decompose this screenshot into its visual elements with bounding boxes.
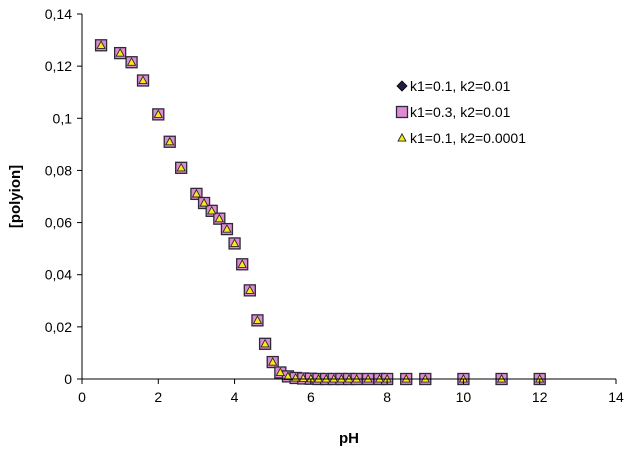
triangle-point: [165, 136, 175, 146]
legend-marker-diamond: [396, 80, 408, 92]
triangle-point: [199, 197, 209, 207]
x-tick-label: 14: [608, 389, 624, 405]
y-tick-label: 0,02: [45, 319, 72, 335]
y-tick-label: 0,14: [45, 6, 72, 22]
triangle-point: [138, 75, 148, 85]
triangle-point: [191, 188, 202, 198]
triangle-point: [313, 373, 324, 383]
triangle-point: [268, 356, 278, 366]
legend-item: k1=0.1, k2=0.0001: [397, 130, 526, 146]
triangle-point: [363, 373, 373, 383]
x-axis-title: pH: [339, 430, 359, 447]
triangle-point: [237, 259, 247, 268]
x-tick-label: 6: [307, 389, 315, 405]
legend-label: k1=0.1, k2=0.01: [410, 78, 511, 94]
x-tick-label: 2: [154, 389, 162, 405]
y-tick-label: 0,08: [45, 162, 72, 178]
y-tick-label: 0,06: [45, 215, 72, 231]
x-tick-label: 0: [78, 389, 86, 405]
y-tick-label: 0,04: [45, 267, 72, 283]
y-tick-label: 0,12: [45, 58, 72, 74]
legend-marker-square: [395, 105, 409, 119]
legend-item: k1=0.3, k2=0.01: [395, 104, 511, 120]
triangle-point: [298, 373, 308, 383]
y-axis-title: [polyion]: [7, 165, 24, 228]
legend-item: k1=0.1, k2=0.01: [396, 78, 511, 94]
triangle-point: [96, 40, 106, 49]
triangle-point: [344, 373, 354, 383]
y-tick-label: 0: [64, 371, 72, 387]
triangle-point: [336, 373, 347, 383]
triangle-point: [321, 373, 331, 383]
triangle-point: [401, 373, 411, 383]
legend-label: k1=0.1, k2=0.0001: [410, 130, 526, 146]
triangle-point: [153, 109, 163, 118]
x-tick-label: 4: [231, 389, 239, 405]
triangle-point: [176, 162, 186, 172]
triangle-point: [329, 373, 339, 383]
x-tick-label: 8: [383, 389, 391, 405]
legend: k1=0.1, k2=0.01 k1=0.3, k2=0.01 k1=0.1, k2…: [395, 78, 526, 146]
triangle-point: [222, 224, 232, 233]
legend-label: k1=0.3, k2=0.01: [410, 104, 511, 120]
triangle-point: [126, 57, 137, 66]
triangle-point: [229, 238, 240, 247]
series-triangle: [96, 40, 545, 383]
triangle-point: [420, 373, 430, 383]
y-tick-label: 0,1: [53, 110, 73, 126]
legend-marker-triangle: [397, 132, 407, 142]
triangle-point: [374, 373, 385, 383]
axes: 0 2 4 6 8 10 12 14 0 0,02 0,04 0,06 0,08 0,1 0,12 0,14: [45, 6, 624, 405]
triangle-point: [245, 285, 255, 294]
triangle-point: [206, 205, 217, 215]
triangle-point: [115, 48, 125, 57]
triangle-point: [214, 213, 225, 223]
x-tick-label: 10: [456, 389, 472, 405]
triangle-point: [252, 315, 263, 324]
triangle-point: [275, 367, 286, 377]
triangle-point: [496, 373, 507, 383]
triangle-point: [351, 373, 362, 383]
triangle-point: [260, 338, 270, 348]
x-tick-label: 12: [532, 389, 548, 405]
